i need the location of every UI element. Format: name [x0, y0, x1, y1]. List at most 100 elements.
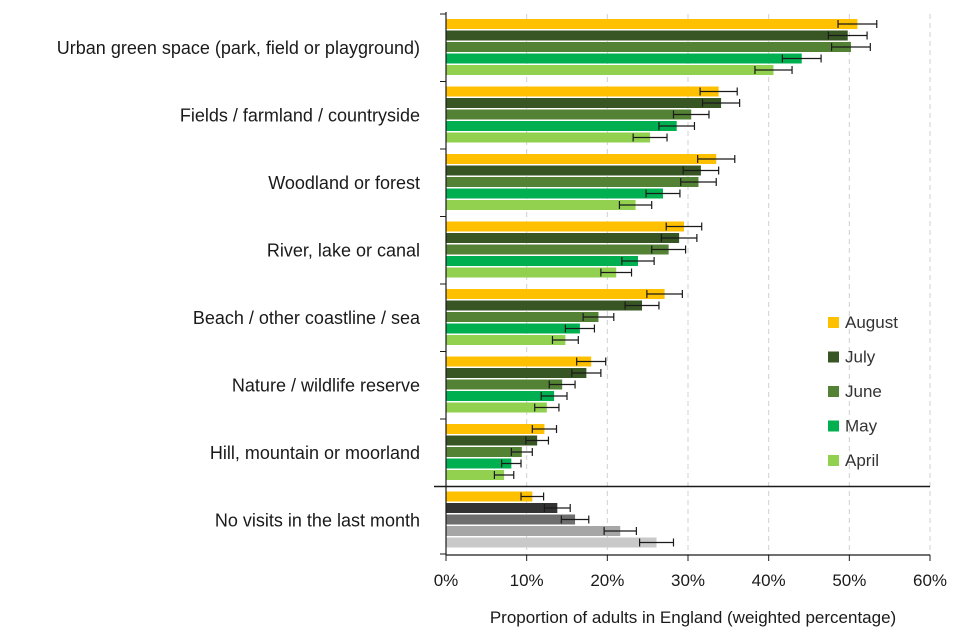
bar [446, 503, 558, 513]
legend-swatch [828, 317, 839, 328]
category-label: No visits in the last month [215, 510, 420, 530]
bar [446, 458, 512, 469]
legend-swatch [828, 386, 839, 397]
legend-item: August [828, 313, 898, 332]
error-bar [603, 527, 637, 535]
error-bar [827, 31, 868, 40]
error-bar [624, 301, 660, 310]
error-bar [510, 448, 533, 456]
bar [446, 323, 580, 334]
bar [446, 356, 592, 367]
x-tick-label: 10% [510, 571, 544, 590]
error-bar [564, 324, 596, 333]
error-bar [493, 471, 515, 479]
error-bar [576, 357, 607, 366]
bar [446, 154, 717, 164]
legend-label: April [845, 451, 879, 470]
legend-label: July [845, 348, 876, 367]
error-bar [680, 178, 717, 186]
bar [446, 312, 599, 322]
legend-item: May [828, 417, 878, 436]
bar [446, 514, 576, 525]
legend-swatch [828, 420, 839, 432]
error-bar [543, 504, 571, 512]
bar [446, 491, 533, 502]
error-bar [830, 43, 871, 51]
bar [446, 391, 555, 401]
error-bar [645, 189, 681, 198]
error-bar [520, 492, 545, 501]
error-bar [618, 201, 653, 209]
error-bar [837, 20, 878, 28]
category-label: River, lake or canal [267, 240, 420, 260]
bar [446, 537, 657, 548]
bar [446, 256, 638, 266]
error-bar [551, 336, 579, 344]
error-bar [600, 268, 633, 277]
bar [446, 177, 699, 187]
bar [446, 335, 566, 345]
category-label: Beach / other coastline / sea [193, 308, 421, 328]
bar [446, 200, 636, 210]
bar [446, 221, 684, 232]
error-bar [672, 110, 710, 119]
bars [446, 19, 878, 548]
category-label: Hill, mountain or moorland [210, 443, 420, 463]
x-tick-label: 40% [752, 571, 786, 590]
legend-item: June [828, 382, 882, 401]
bar [446, 233, 680, 243]
bar [446, 132, 651, 143]
bar [446, 165, 701, 176]
bar [446, 98, 722, 108]
bar [446, 300, 643, 311]
bar [446, 435, 538, 446]
legend-label: May [845, 417, 878, 436]
axes [434, 12, 931, 561]
bar [446, 470, 505, 480]
x-tick-labels: 0% 10% 20% 30% 40% 50% 60% [434, 571, 947, 590]
legend-label: August [845, 313, 898, 332]
bar [446, 289, 665, 299]
error-bar [621, 257, 655, 265]
error-bar [638, 538, 675, 547]
category-labels: Urban green space (park, field or playgr… [57, 38, 421, 531]
error-bar [501, 459, 522, 468]
category-label: Urban green space (park, field or playgr… [57, 38, 420, 58]
error-bar [548, 380, 576, 389]
error-bar [531, 425, 558, 433]
error-bar [534, 403, 560, 412]
error-bar [701, 99, 741, 107]
x-tick-label: 60% [913, 571, 947, 590]
bar [446, 65, 774, 75]
category-label: Nature / wildlife reserve [232, 375, 420, 395]
error-bar [525, 436, 550, 445]
error-bar [540, 392, 568, 400]
legend-swatch [828, 351, 839, 363]
bar [446, 379, 563, 390]
error-bar [699, 87, 738, 96]
error-bar [665, 222, 703, 231]
x-tick-label: 30% [671, 571, 705, 590]
bar [446, 402, 547, 413]
error-bar [651, 245, 687, 254]
error-bar [660, 234, 698, 242]
bar [446, 526, 621, 536]
bar [446, 30, 848, 41]
bar [446, 447, 522, 457]
error-bar [754, 66, 793, 74]
error-bar [682, 166, 720, 175]
bar [446, 19, 858, 29]
error-bar [582, 313, 615, 321]
category-label: Fields / farmland / countryside [180, 105, 420, 125]
bar [446, 42, 851, 52]
error-bar [781, 54, 822, 63]
bar [446, 368, 587, 378]
bar [446, 424, 545, 434]
x-axis-title: Proportion of adults in England (weighte… [490, 608, 896, 627]
category-label: Woodland or forest [268, 173, 420, 193]
x-tick-label: 50% [832, 571, 866, 590]
legend-label: June [845, 382, 882, 401]
x-tick-label: 20% [590, 571, 624, 590]
bar [446, 244, 669, 255]
bar [446, 109, 692, 120]
